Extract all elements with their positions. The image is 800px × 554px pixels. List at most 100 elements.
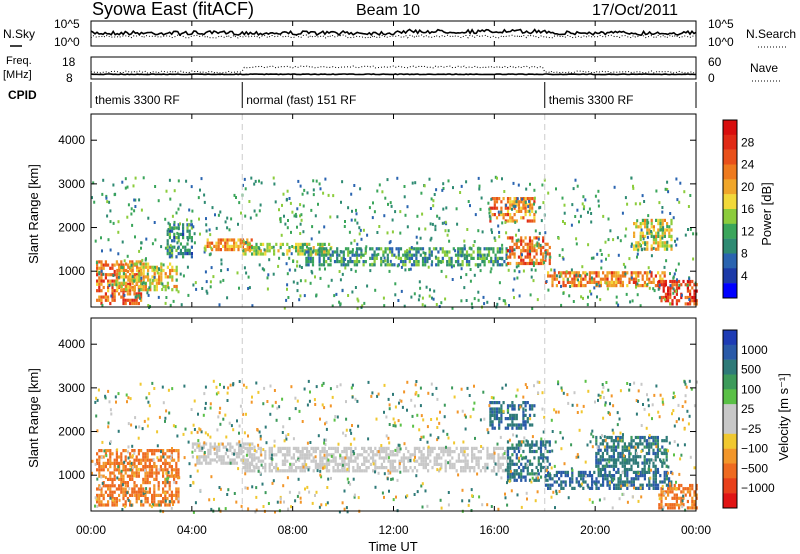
data-cell bbox=[658, 497, 661, 501]
data-cell bbox=[661, 508, 664, 512]
data-cell bbox=[675, 302, 678, 306]
data-cell bbox=[197, 444, 200, 448]
data-cell bbox=[230, 244, 233, 248]
data-cell bbox=[237, 222, 239, 226]
data-cell bbox=[111, 263, 114, 267]
data-cell bbox=[640, 228, 643, 232]
data-cell bbox=[562, 486, 565, 490]
data-cell bbox=[196, 455, 199, 459]
data-cell bbox=[530, 480, 533, 484]
data-cell bbox=[198, 448, 201, 452]
data-cell bbox=[358, 247, 361, 251]
data-cell bbox=[324, 422, 326, 426]
data-cell bbox=[449, 466, 452, 470]
data-cell bbox=[244, 249, 247, 253]
data-cell bbox=[102, 474, 105, 478]
data-cell bbox=[303, 456, 306, 460]
data-cell bbox=[526, 417, 529, 421]
data-cell bbox=[101, 481, 104, 485]
data-cell bbox=[314, 252, 317, 256]
data-cell bbox=[633, 381, 636, 385]
data-cell bbox=[239, 241, 242, 245]
data-cell bbox=[246, 248, 249, 252]
data-cell bbox=[460, 275, 462, 279]
data-cell bbox=[148, 465, 151, 469]
data-cell bbox=[133, 276, 136, 280]
data-cell bbox=[670, 218, 673, 222]
data-cell bbox=[626, 461, 629, 465]
data-cell bbox=[253, 456, 256, 460]
data-cell bbox=[383, 472, 386, 476]
data-cell bbox=[120, 263, 123, 267]
data-cell bbox=[260, 181, 263, 185]
data-cell bbox=[641, 231, 644, 235]
data-cell bbox=[689, 289, 692, 293]
data-cell bbox=[352, 450, 355, 453]
data-cell bbox=[111, 266, 114, 270]
data-cell bbox=[617, 483, 620, 487]
data-cell bbox=[457, 260, 460, 264]
data-cell bbox=[492, 247, 495, 251]
data-cell bbox=[671, 503, 674, 507]
data-cell bbox=[338, 270, 341, 273]
data-cell bbox=[192, 510, 195, 514]
data-cell bbox=[198, 461, 201, 465]
data-cell bbox=[108, 284, 111, 287]
data-cell bbox=[528, 472, 532, 476]
data-cell bbox=[385, 446, 388, 450]
data-cell bbox=[570, 268, 573, 272]
data-cell bbox=[658, 493, 661, 497]
data-cell bbox=[619, 284, 622, 288]
data-cell bbox=[607, 253, 610, 257]
data-cell bbox=[352, 477, 355, 481]
data-cell bbox=[617, 280, 620, 284]
data-cell bbox=[279, 500, 282, 504]
data-cell bbox=[402, 263, 405, 267]
data-cell bbox=[517, 426, 521, 430]
data-cell bbox=[341, 289, 344, 293]
data-cell bbox=[394, 459, 397, 463]
data-cell bbox=[173, 223, 176, 227]
data-cell bbox=[597, 280, 600, 284]
data-cell bbox=[175, 461, 178, 465]
data-cell bbox=[296, 207, 299, 211]
data-cell bbox=[112, 221, 115, 225]
data-cell bbox=[571, 486, 574, 490]
data-cell bbox=[170, 500, 173, 504]
data-cell bbox=[506, 404, 510, 408]
data-cell bbox=[498, 263, 502, 267]
data-cell bbox=[526, 472, 529, 476]
data-cell bbox=[524, 443, 527, 447]
data-cell bbox=[608, 474, 611, 478]
data-cell bbox=[307, 468, 310, 472]
data-cell bbox=[399, 260, 403, 264]
data-cell bbox=[288, 469, 291, 473]
data-cell bbox=[645, 461, 648, 465]
data-cell bbox=[661, 244, 664, 248]
data-cell bbox=[151, 452, 154, 456]
data-cell bbox=[513, 404, 516, 408]
data-cell bbox=[531, 476, 534, 480]
data-cell bbox=[338, 253, 341, 257]
data-cell bbox=[524, 465, 527, 470]
data-cell bbox=[673, 295, 676, 300]
data-cell bbox=[289, 462, 292, 466]
data-cell bbox=[560, 470, 563, 474]
data-cell bbox=[511, 413, 514, 417]
data-cell bbox=[175, 268, 178, 273]
data-cell bbox=[455, 469, 458, 473]
data-cell bbox=[107, 449, 110, 453]
data-cell bbox=[571, 203, 574, 207]
data-cell bbox=[544, 456, 547, 460]
data-cell bbox=[375, 417, 378, 421]
data-cell bbox=[573, 271, 576, 275]
data-cell bbox=[177, 252, 180, 256]
data-cell bbox=[190, 255, 193, 259]
data-cell bbox=[306, 441, 309, 445]
data-cell bbox=[548, 252, 551, 256]
data-cell bbox=[555, 489, 558, 493]
data-cell bbox=[118, 493, 121, 497]
data-cell bbox=[201, 446, 204, 450]
data-cell bbox=[601, 434, 603, 438]
data-cell bbox=[420, 484, 423, 488]
